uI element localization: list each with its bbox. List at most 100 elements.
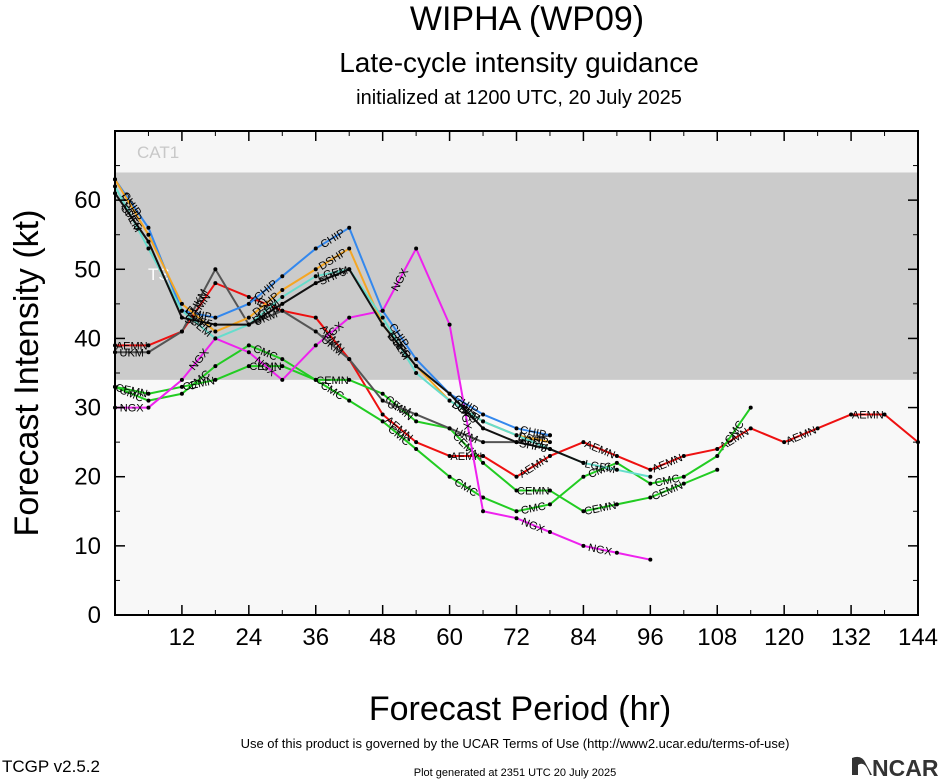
x-axis: 12 24 36 48 60 72 84 96 108 120 132 144: [147, 131, 938, 651]
data-point-shf5: [347, 267, 352, 272]
data-point-cmc: [179, 391, 184, 396]
y-tick-label: 30: [74, 395, 101, 422]
data-point-aemn: [447, 453, 452, 458]
data-point-ukm: [380, 398, 385, 403]
series-label-aemn: AEMN: [852, 409, 884, 421]
data-point-cemn: [414, 419, 419, 424]
y-tick-label: 40: [74, 325, 101, 352]
data-point-aemn: [715, 447, 720, 452]
series-label-ukm: UKM: [120, 347, 144, 359]
data-point-shf5: [481, 426, 486, 431]
ncar-logo-text: NCAR: [872, 755, 939, 780]
x-tick-label: 72: [503, 624, 530, 651]
data-point-shf5: [514, 440, 519, 445]
data-point-shf5: [146, 239, 151, 244]
series-label-shf5: SHF5: [518, 438, 548, 455]
data-point-cemn: [715, 467, 720, 472]
y-axis-label: Forecast Intensity (kt): [8, 210, 46, 537]
data-point-chip: [380, 308, 385, 313]
data-point-shf5: [313, 281, 318, 286]
data-point-dshp: [213, 329, 218, 334]
x-tick-label: 36: [302, 624, 329, 651]
data-point-chip: [280, 274, 285, 279]
data-point-cmc: [213, 364, 218, 369]
data-point-ukm: [179, 329, 184, 334]
data-point-dshp: [347, 246, 352, 251]
data-point-cmc: [447, 474, 452, 479]
data-point-aemn: [213, 281, 218, 286]
data-point-cemn: [213, 377, 218, 382]
data-point-ngx: [614, 550, 619, 555]
data-point-aemn: [313, 315, 318, 320]
data-point-lgem: [614, 467, 619, 472]
data-point-cemn: [581, 509, 586, 514]
data-point-aemn: [648, 467, 653, 472]
data-point-aemn: [581, 440, 586, 445]
data-point-shf5: [246, 322, 251, 327]
x-tick-label: 132: [831, 624, 871, 651]
data-point-aemn: [782, 440, 787, 445]
x-tick-label: 60: [436, 624, 463, 651]
data-point-shf5: [447, 391, 452, 396]
data-point-dshp: [313, 267, 318, 272]
data-point-cemn: [280, 364, 285, 369]
series-label-ngx: NGX: [120, 403, 145, 415]
intensity-category-bands: [115, 131, 918, 615]
data-point-ngx: [447, 322, 452, 327]
data-point-ukm: [447, 426, 452, 431]
data-point-cmc: [414, 447, 419, 452]
data-point-aemn: [414, 440, 419, 445]
x-tick-label: 12: [169, 624, 196, 651]
data-point-cmc: [547, 502, 552, 507]
band-2: [115, 379, 918, 615]
y-tick-label: 0: [88, 602, 101, 629]
data-point-aemn: [614, 453, 619, 458]
data-point-lgem: [146, 246, 151, 251]
data-point-cmc: [648, 481, 653, 486]
data-point-ukm: [213, 267, 218, 272]
data-point-chip: [547, 433, 552, 438]
data-point-cemn: [246, 364, 251, 369]
x-tick-label: 24: [235, 624, 262, 651]
y-tick-label: 20: [74, 464, 101, 491]
data-point-ngx: [146, 405, 151, 410]
data-point-ngx: [547, 530, 552, 535]
data-point-aemn: [246, 294, 251, 299]
data-point-lgem: [447, 398, 452, 403]
data-point-ngx: [280, 377, 285, 382]
x-tick-label: 48: [369, 624, 396, 651]
data-point-lgem: [280, 294, 285, 299]
data-point-ukm: [481, 440, 486, 445]
chart-title: WIPHA (WP09): [410, 0, 644, 38]
data-point-cemn: [614, 502, 619, 507]
data-point-cmc: [280, 357, 285, 362]
data-point-cmc: [481, 495, 486, 500]
series-line-chip: [114, 178, 551, 437]
ncar-logo-mark-icon: [852, 756, 872, 775]
data-point-cmc: [146, 398, 151, 403]
plot-generated-time: Plot generated at 2351 UTC 20 July 2025: [414, 767, 616, 779]
tcgp-version: TCGP v2.5.2: [2, 757, 100, 776]
x-tick-label: 144: [898, 624, 938, 651]
band-label-cat1: CAT1: [137, 143, 179, 162]
data-point-cemn: [681, 481, 686, 486]
data-point-cmc: [514, 509, 519, 514]
data-point-shf5: [380, 322, 385, 327]
y-tick-label: 60: [74, 187, 101, 214]
data-point-lgem: [648, 474, 653, 479]
ncar-logo: NCAR: [852, 755, 939, 780]
data-point-cmc: [380, 419, 385, 424]
data-point-cmc: [715, 453, 720, 458]
data-point-aemn: [815, 426, 820, 431]
series-line-ukm: [115, 268, 551, 444]
x-tick-label: 96: [637, 624, 664, 651]
series-label-cemn: CEMN: [316, 375, 348, 387]
data-point-dshp: [246, 315, 251, 320]
data-point-cemn: [313, 377, 318, 382]
data-point-shf5: [547, 447, 552, 452]
data-point-ngx: [514, 516, 519, 521]
data-point-lgem: [414, 371, 419, 375]
data-point-dshp: [146, 232, 151, 237]
y-tick-label: 10: [74, 533, 101, 560]
